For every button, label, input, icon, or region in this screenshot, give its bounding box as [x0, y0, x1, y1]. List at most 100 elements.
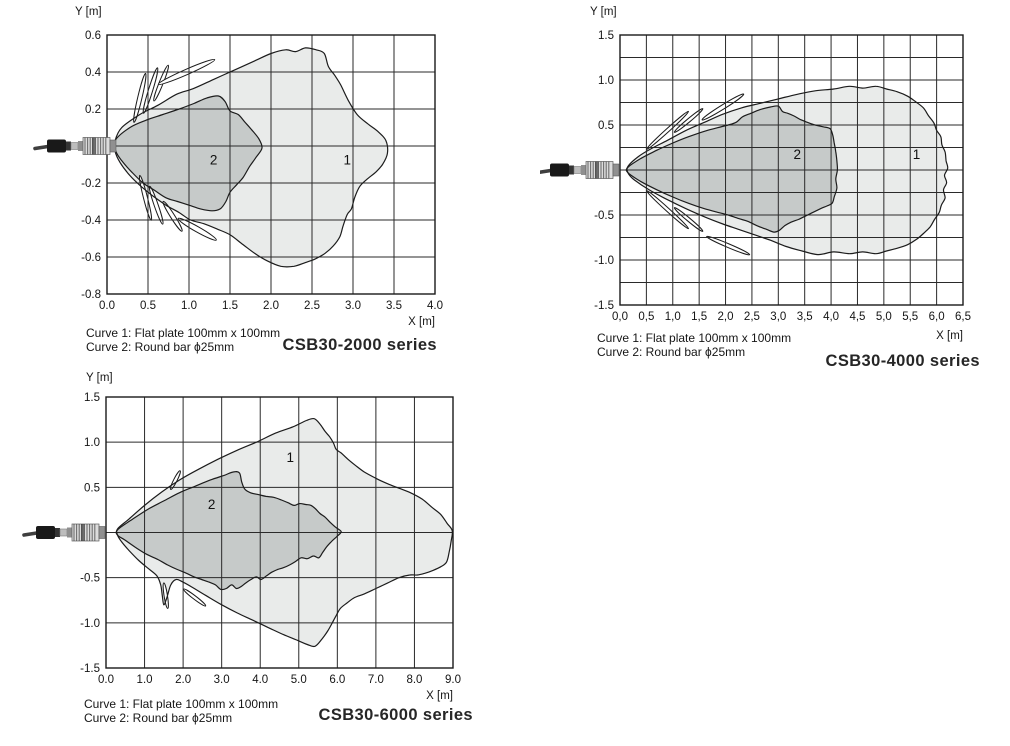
y-tick-label: -0.2	[81, 178, 101, 190]
y-tick-label: 1.5	[84, 392, 100, 404]
x-tick-label: 1,0	[665, 311, 681, 323]
curve2-outline	[625, 105, 839, 233]
y-tick-label: 1.0	[84, 437, 100, 449]
y-tick-label: 0.4	[85, 67, 102, 79]
legend: Curve 1: Flat plate 100mm x 100mm Curve …	[84, 697, 278, 725]
y-tick-label: 0.6	[85, 30, 101, 42]
side-lobe	[177, 217, 217, 241]
legend-curve1: Curve 1: Flat plate 100mm x 100mm	[86, 326, 281, 340]
sensor-icon	[33, 137, 117, 155]
plot-border	[619, 34, 964, 306]
curve2-outline	[113, 95, 263, 212]
x-tick-label: 2.5	[304, 300, 320, 312]
x-tick-label: 1.5	[222, 300, 238, 312]
curve2-region	[116, 471, 342, 590]
curve1-outline	[626, 85, 949, 256]
y-tick-label: 0.5	[598, 120, 614, 132]
y-tick-label: -0.4	[81, 215, 101, 227]
x-tick-label: 3.5	[386, 300, 402, 312]
x-tick-label: 9.0	[445, 674, 461, 686]
side-lobe	[673, 108, 704, 133]
legend-curve2: Curve 2: Round bar ϕ25mm	[597, 345, 746, 360]
y-tick-label: -0.8	[81, 289, 101, 301]
side-lobe	[706, 235, 751, 256]
sensor-plug	[47, 139, 66, 153]
y-tick-label: 0.2	[85, 104, 101, 116]
sensor-icon	[22, 523, 106, 542]
x-axis-title: X [m]	[408, 316, 435, 328]
curve1-label: 1	[287, 450, 295, 465]
y-tick-label: -1.5	[80, 663, 100, 675]
side-lobe	[133, 72, 147, 123]
curve2-region	[114, 95, 263, 211]
chart-title: CSB30-4000 series	[825, 352, 980, 370]
beam-plot-svg-6000: 1 2 0.0 1.0 2.0 3.0 4.0 5.0 6.0 7.0 8.0 9.0 1.5 1.0 0.…	[22, 392, 461, 686]
side-lobe	[701, 93, 745, 121]
sensor-icon	[540, 161, 620, 179]
x-tick-label: 0,5	[638, 311, 654, 323]
plot-border	[105, 396, 454, 669]
legend-curve2: Curve 2: Round bar ϕ25mm	[84, 711, 233, 726]
x-tick-label: 3.0	[214, 674, 230, 686]
x-tick-label: 2.0	[263, 300, 279, 312]
y-tick-label: 0.5	[84, 482, 100, 494]
x-tick-label: 6,5	[955, 311, 971, 323]
y-tick-label: 1.0	[598, 75, 614, 87]
chart-title: CSB30-6000 series	[318, 706, 473, 724]
y-tick-label: -0.5	[594, 210, 614, 222]
x-tick-label: 0,0	[612, 311, 628, 323]
legend-curve2: Curve 2: Round bar ϕ25mm	[86, 340, 235, 355]
x-tick-label: 5,0	[876, 311, 892, 323]
curve2-label: 2	[208, 497, 216, 512]
sensor-tip	[98, 526, 106, 539]
x-tick-label: 0.5	[140, 300, 156, 312]
x-axis-title: X [m]	[426, 690, 453, 702]
x-tick-label: 3.0	[345, 300, 361, 312]
x-tick-label: 0.0	[99, 300, 115, 312]
y-axis-title: Y [m]	[86, 372, 113, 384]
y-tick-label: -1.0	[80, 618, 100, 630]
x-tick-label: 2,5	[744, 311, 760, 323]
sensor-band	[595, 161, 599, 179]
side-lobe	[673, 207, 704, 232]
x-tick-label: 0.0	[98, 674, 114, 686]
side-lobe	[162, 200, 183, 232]
y-tick-label: -0.5	[80, 573, 100, 585]
x-tick-label: 5.0	[291, 674, 307, 686]
x-tick-label: 1.0	[137, 674, 153, 686]
curve1-outline	[113, 47, 389, 268]
sensor-plug	[36, 526, 55, 539]
x-tick-label: 7.0	[368, 674, 384, 686]
sensor-nut	[581, 165, 586, 175]
sensor-collar	[70, 142, 79, 150]
x-tick-label: 6.0	[329, 674, 345, 686]
x-tick-label: 1,5	[691, 311, 707, 323]
sensor-plug-tip	[66, 141, 71, 151]
beam-plot-svg-4000: 1 2 0,0 0,5 1,0 1,5 2,0 2,5 3,0 3,5 4,0 4,5 5,0 5,5 6,…	[540, 30, 971, 323]
legend-curve1: Curve 1: Flat plate 100mm x 100mm	[84, 697, 279, 711]
x-tick-label: 4,0	[823, 311, 839, 323]
y-tick-label: -0.6	[81, 252, 101, 264]
sensor-plug	[550, 163, 569, 177]
beam-plot-svg-2000: 1 2 0.0 0.5 1.0 1.5 2.0 2.5 3.0 3.5 4.0 0.6 0.4 0.2 -0…	[33, 30, 443, 312]
x-tick-label: 2.0	[175, 674, 191, 686]
y-tick-label: 1.5	[598, 30, 614, 42]
sensor-plug-tip	[569, 165, 574, 175]
curve2-region	[626, 105, 838, 233]
sensor-tip	[612, 163, 620, 177]
plot-border	[106, 34, 436, 295]
y-axis-title: Y [m]	[75, 6, 102, 18]
sensor-collar	[59, 528, 68, 537]
x-tick-label: 1.0	[181, 300, 197, 312]
x-tick-label: 5,5	[902, 311, 918, 323]
legend: Curve 1: Flat plate 100mm x 100mm Curve …	[86, 326, 280, 354]
y-axis-title: Y [m]	[590, 6, 617, 18]
sensor-tip	[109, 139, 117, 153]
x-tick-label: 2,0	[718, 311, 734, 323]
x-tick-label: 6,0	[929, 311, 945, 323]
curve2-label: 2	[210, 153, 218, 168]
y-tick-label: -1.5	[594, 300, 614, 312]
sensor-band	[81, 524, 85, 541]
curve1-label: 1	[913, 147, 921, 162]
curve2-label: 2	[794, 147, 802, 162]
